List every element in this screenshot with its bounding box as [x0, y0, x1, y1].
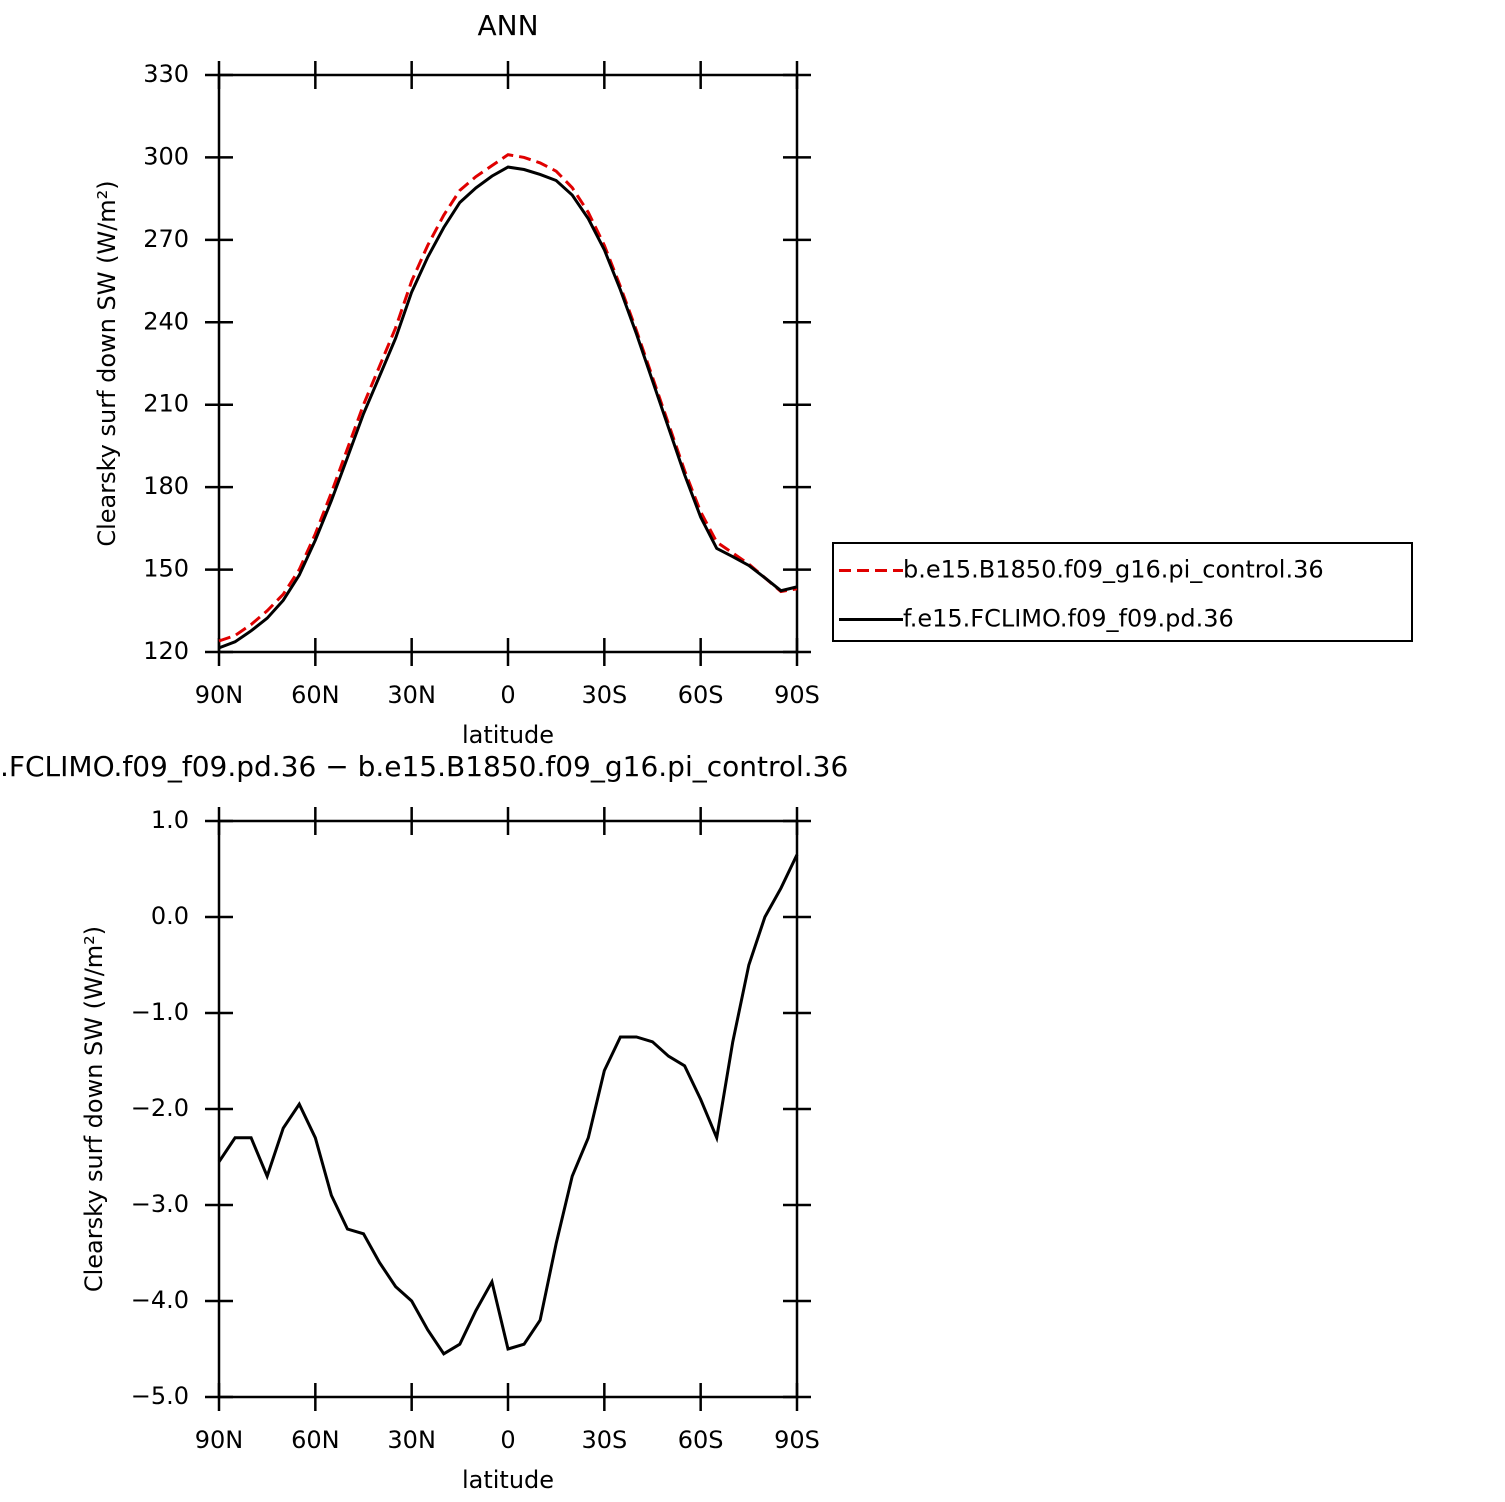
- legend-label: f.e15.FCLIMO.f09_f09.pd.36: [903, 605, 1234, 633]
- x-tick-label: 60S: [678, 1426, 724, 1454]
- y-axis-label: Clearsky surf down SW (W/m²): [80, 926, 108, 1292]
- y-tick-label: −3.0: [131, 1190, 189, 1218]
- y-tick-label: −5.0: [131, 1382, 189, 1410]
- y-tick-label: 0.0: [151, 902, 189, 930]
- x-tick-label: 90S: [774, 1426, 820, 1454]
- x-tick-label: 60S: [678, 681, 724, 709]
- y-tick-label: 180: [143, 472, 189, 500]
- y-tick-label: 210: [143, 390, 189, 418]
- y-tick-label: 330: [143, 60, 189, 88]
- x-axis-label: latitude: [462, 721, 554, 749]
- y-tick-label: −1.0: [131, 998, 189, 1026]
- y-tick-label: 240: [143, 307, 189, 335]
- x-tick-label: 60N: [291, 681, 340, 709]
- y-tick-label: 300: [143, 142, 189, 170]
- line: [217, 853, 799, 1356]
- x-tick-label: 90N: [195, 1426, 244, 1454]
- chart-title: .FCLIMO.f09_f09.pd.36 − b.e15.B1850.f09_…: [0, 750, 848, 783]
- x-tick-label: 30S: [581, 1426, 627, 1454]
- line: [218, 165, 798, 650]
- y-tick-label: 150: [143, 555, 189, 583]
- plot-frame: [217, 73, 799, 654]
- y-axis-label: Clearsky surf down SW (W/m²): [93, 180, 121, 546]
- x-tick-label: 90S: [774, 681, 820, 709]
- legend-label: b.e15.B1850.f09_g16.pi_control.36: [903, 556, 1324, 584]
- x-tick-label: 30N: [387, 1426, 436, 1454]
- x-axis-label: latitude: [462, 1466, 554, 1494]
- y-tick-label: −4.0: [131, 1286, 189, 1314]
- y-tick-label: −2.0: [131, 1094, 189, 1122]
- y-tick-label: 270: [143, 225, 189, 253]
- x-tick-label: 30S: [581, 681, 627, 709]
- y-tick-label: 1.0: [151, 806, 189, 834]
- x-tick-label: 0: [500, 681, 515, 709]
- line: [218, 153, 798, 643]
- x-tick-label: 30N: [387, 681, 436, 709]
- y-tick-label: 120: [143, 637, 189, 665]
- x-tick-label: 90N: [195, 681, 244, 709]
- chart-title: ANN: [477, 9, 538, 42]
- plot-frame: [217, 819, 799, 1399]
- x-tick-label: 0: [500, 1426, 515, 1454]
- x-tick-label: 60N: [291, 1426, 340, 1454]
- legend-box: [832, 542, 1413, 642]
